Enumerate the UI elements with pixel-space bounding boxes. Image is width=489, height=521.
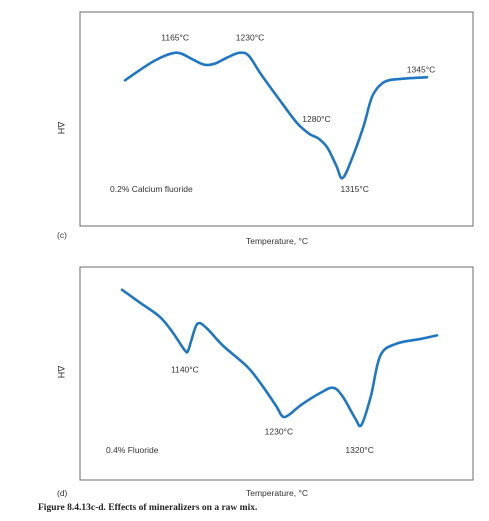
legend-text: 0.4% Fluoride: [106, 445, 159, 455]
y-axis-label: ΔH: [56, 122, 66, 135]
panel-label: (d): [57, 488, 68, 498]
panel-label: (c): [57, 230, 67, 240]
series-line: [123, 51, 429, 180]
x-axis-label: Temperature, °C: [246, 488, 308, 498]
data-label: 1230°C: [236, 33, 264, 43]
plot-frame: [79, 11, 474, 227]
data-label: 1280°C: [302, 114, 330, 124]
y-axis-label: ΔH: [56, 366, 66, 379]
data-label: 1230°C: [265, 427, 293, 437]
plot-frame: [79, 266, 474, 481]
data-label: 1345°C: [407, 65, 435, 75]
figure-caption: Figure 8.4.13c-d. Effects of mineralizer…: [38, 503, 258, 513]
data-label: 1315°C: [340, 184, 368, 194]
x-axis-label: Temperature, °C: [246, 236, 308, 246]
data-label: 1165°C: [161, 33, 189, 43]
series-line: [120, 288, 439, 428]
data-label: 1140°C: [171, 365, 199, 375]
data-label: 1320°C: [345, 445, 373, 455]
legend-text: 0.2% Calcium fluoride: [110, 184, 193, 194]
